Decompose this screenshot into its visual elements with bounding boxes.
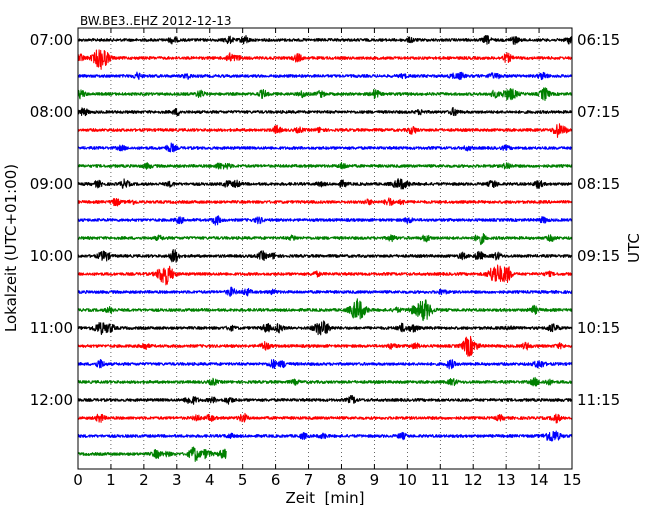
hour-label-utc-3: 09:15 — [577, 247, 620, 265]
trace-16 — [77, 320, 573, 336]
x-tick-label-14: 14 — [530, 471, 549, 489]
trace-2 — [77, 71, 573, 81]
hour-label-utc-2: 08:15 — [577, 175, 620, 193]
hour-label-utc-1: 07:15 — [577, 103, 620, 121]
trace-20 — [77, 394, 573, 405]
seismic-traces — [77, 35, 573, 462]
x-tick-label-3: 3 — [172, 471, 182, 489]
trace-4 — [77, 107, 573, 117]
trace-11 — [77, 233, 573, 246]
x-tick-label-1: 1 — [106, 471, 116, 489]
hour-label-utc-0: 06:15 — [577, 31, 620, 49]
trace-21 — [77, 412, 573, 424]
trace-14 — [77, 286, 573, 297]
trace-0 — [77, 35, 573, 46]
x-tick-label-15: 15 — [562, 471, 581, 489]
trace-19 — [77, 376, 573, 387]
x-tick-label-8: 8 — [337, 471, 347, 489]
trace-17 — [77, 335, 573, 357]
chart-title: BW.BE3..EHZ 2012-12-13 — [80, 14, 232, 28]
hour-label-local-3: 10:00 — [30, 247, 73, 265]
trace-7 — [77, 161, 573, 170]
x-axis-ticks: 0 1 2 3 4 5 6 7 8 9 10 11 12 13 14 15 — [73, 28, 582, 489]
x-tick-label-11: 11 — [431, 471, 450, 489]
x-tick-label-5: 5 — [238, 471, 248, 489]
hour-label-local-0: 07:00 — [30, 31, 73, 49]
trace-10 — [77, 215, 573, 226]
trace-1 — [77, 49, 573, 70]
hour-labels: 07:00 06:15 08:00 07:15 09:00 08:15 10:00 09:15… — [30, 31, 620, 409]
trace-23 — [77, 446, 227, 462]
x-tick-label-9: 9 — [370, 471, 380, 489]
trace-12 — [77, 248, 573, 263]
hour-label-local-5: 12:00 — [30, 391, 73, 409]
x-tick-label-4: 4 — [205, 471, 215, 489]
x-tick-label-6: 6 — [271, 471, 281, 489]
x-tick-label-7: 7 — [304, 471, 314, 489]
x-axis-label: Zeit [min] — [285, 489, 364, 507]
hour-label-local-1: 08:00 — [30, 103, 73, 121]
trace-3 — [77, 87, 573, 102]
vertical-gridlines — [110, 28, 540, 469]
hour-label-utc-4: 10:15 — [577, 319, 620, 337]
trace-8 — [77, 178, 573, 190]
trace-15 — [77, 298, 573, 322]
y-axis-label-left: Lokalzeit (UTC+01:00) — [2, 164, 20, 332]
x-tick-label-10: 10 — [398, 471, 417, 489]
trace-9 — [77, 197, 573, 207]
trace-5 — [77, 123, 573, 138]
x-tick-label-2: 2 — [139, 471, 149, 489]
x-tick-label-13: 13 — [497, 471, 516, 489]
hour-label-utc-5: 11:15 — [577, 391, 620, 409]
hour-label-local-4: 11:00 — [30, 319, 73, 337]
hour-label-local-2: 09:00 — [30, 175, 73, 193]
trace-18 — [77, 358, 573, 370]
y-axis-label-right: UTC — [625, 233, 643, 263]
trace-13 — [77, 264, 573, 286]
x-tick-label-12: 12 — [464, 471, 483, 489]
x-tick-label-0: 0 — [73, 471, 83, 489]
trace-6 — [77, 142, 573, 153]
plot-frame — [77, 27, 573, 470]
trace-22 — [77, 430, 573, 442]
